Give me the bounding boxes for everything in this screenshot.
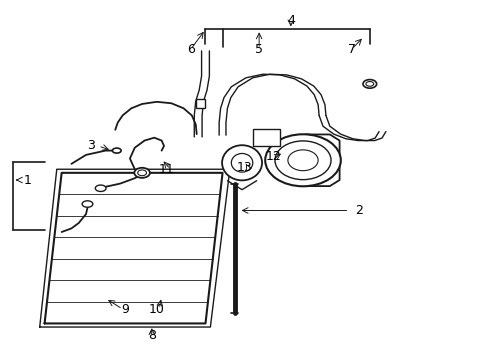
Ellipse shape [264,134,340,186]
Ellipse shape [231,153,252,172]
Ellipse shape [138,170,146,176]
Text: 7: 7 [347,42,355,55]
Ellipse shape [222,145,262,180]
Ellipse shape [82,201,93,207]
Ellipse shape [365,82,373,86]
Text: 12: 12 [265,150,281,163]
Bar [195,99,205,108]
Bar [253,129,280,146]
Ellipse shape [95,185,106,192]
Ellipse shape [112,148,121,153]
Ellipse shape [362,80,376,88]
Text: 4: 4 [286,14,294,27]
Text: 3: 3 [87,139,95,152]
Text: 11: 11 [158,163,174,176]
Text: 9: 9 [121,303,129,316]
Ellipse shape [287,150,318,171]
Text: 1: 1 [23,174,31,186]
Ellipse shape [134,168,150,178]
Text: 10: 10 [148,303,164,316]
Text: 13: 13 [236,161,252,174]
Text: 8: 8 [147,329,156,342]
Text: 2: 2 [354,204,362,217]
Ellipse shape [274,141,330,180]
Text: 6: 6 [186,42,194,55]
Text: 5: 5 [255,42,263,55]
